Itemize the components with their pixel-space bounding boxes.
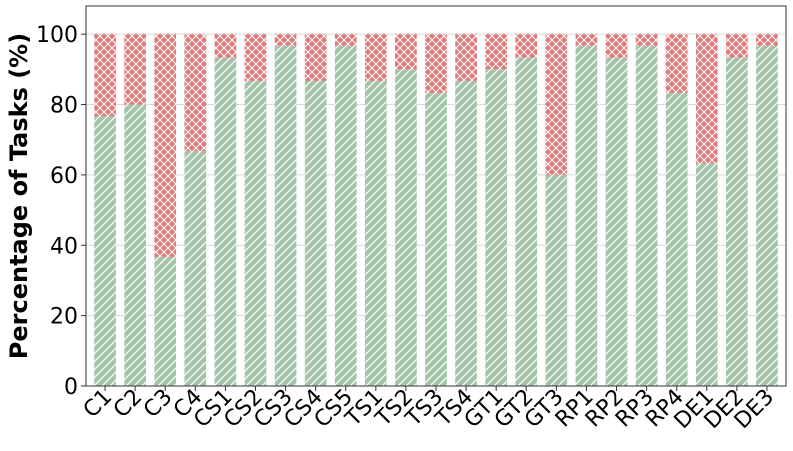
bar-lower-rp1 [575,45,598,387]
bar-lower-c4 [184,151,207,386]
bar-upper-gt2 [515,34,538,58]
bar-upper-cs2 [244,34,267,81]
bar-upper-ts4 [455,34,477,81]
bar-upper-c1 [94,34,116,117]
x-axis: C1C2C3C4CS1CS2CS3CS4CS5TS1TS2TS3TS4GT1GT… [79,385,779,434]
y-tick-label: 80 [50,94,78,119]
bar-lower-c2 [124,104,146,386]
bar-upper-cs4 [304,34,327,81]
bar-upper-cs3 [274,34,297,46]
y-axis: 0 20 40 60 80 100 [36,23,86,400]
bar-lower-rp2 [605,57,628,386]
bar-upper-de3 [756,34,778,46]
bar-upper-rp1 [575,34,598,46]
bar-lower-cs3 [274,45,297,387]
bar-lower-c1 [94,116,116,386]
bar-lower-de1 [695,163,718,386]
bar-lower-cs5 [334,45,357,387]
y-axis-label: Percentage of Tasks (%) [5,33,33,359]
bar-lower-gt2 [515,57,538,386]
bar-upper-gt3 [545,34,568,175]
bar-lower-cs2 [244,80,267,386]
bar-upper-cs5 [334,34,357,46]
bar-upper-rp4 [665,34,688,93]
bar-upper-cs1 [214,34,237,58]
bar-upper-rp3 [635,34,658,46]
bar-lower-c3 [154,256,177,386]
bar-lower-ts3 [425,92,447,386]
bar-upper-gt1 [485,34,508,70]
bar-lower-de3 [756,45,778,387]
bar-upper-c2 [124,34,146,105]
bar-upper-ts2 [395,34,417,70]
bar-lower-gt1 [485,69,508,386]
bar-upper-c3 [154,34,177,257]
bar-lower-ts4 [455,80,477,386]
y-tick-label: 60 [50,164,78,189]
bar-upper-de1 [695,34,718,164]
y-tick-label: 20 [50,305,78,330]
bars [94,34,778,387]
bar-lower-gt3 [545,174,568,386]
bar-upper-c4 [184,34,207,152]
bar-lower-ts1 [364,80,387,386]
y-tick-label: 100 [36,23,78,48]
bar-upper-ts3 [425,34,447,93]
bar-upper-ts1 [364,34,387,81]
bar-upper-rp2 [605,34,628,58]
y-tick-label: 40 [50,234,78,259]
bar-lower-cs4 [304,80,327,386]
y-tick-label: 0 [64,375,78,400]
bar-lower-rp4 [665,92,688,386]
bar-lower-cs1 [214,57,237,386]
bar-lower-de2 [726,57,748,386]
bar-lower-ts2 [395,69,417,386]
bar-lower-rp3 [635,45,658,387]
bar-upper-de2 [726,34,748,58]
